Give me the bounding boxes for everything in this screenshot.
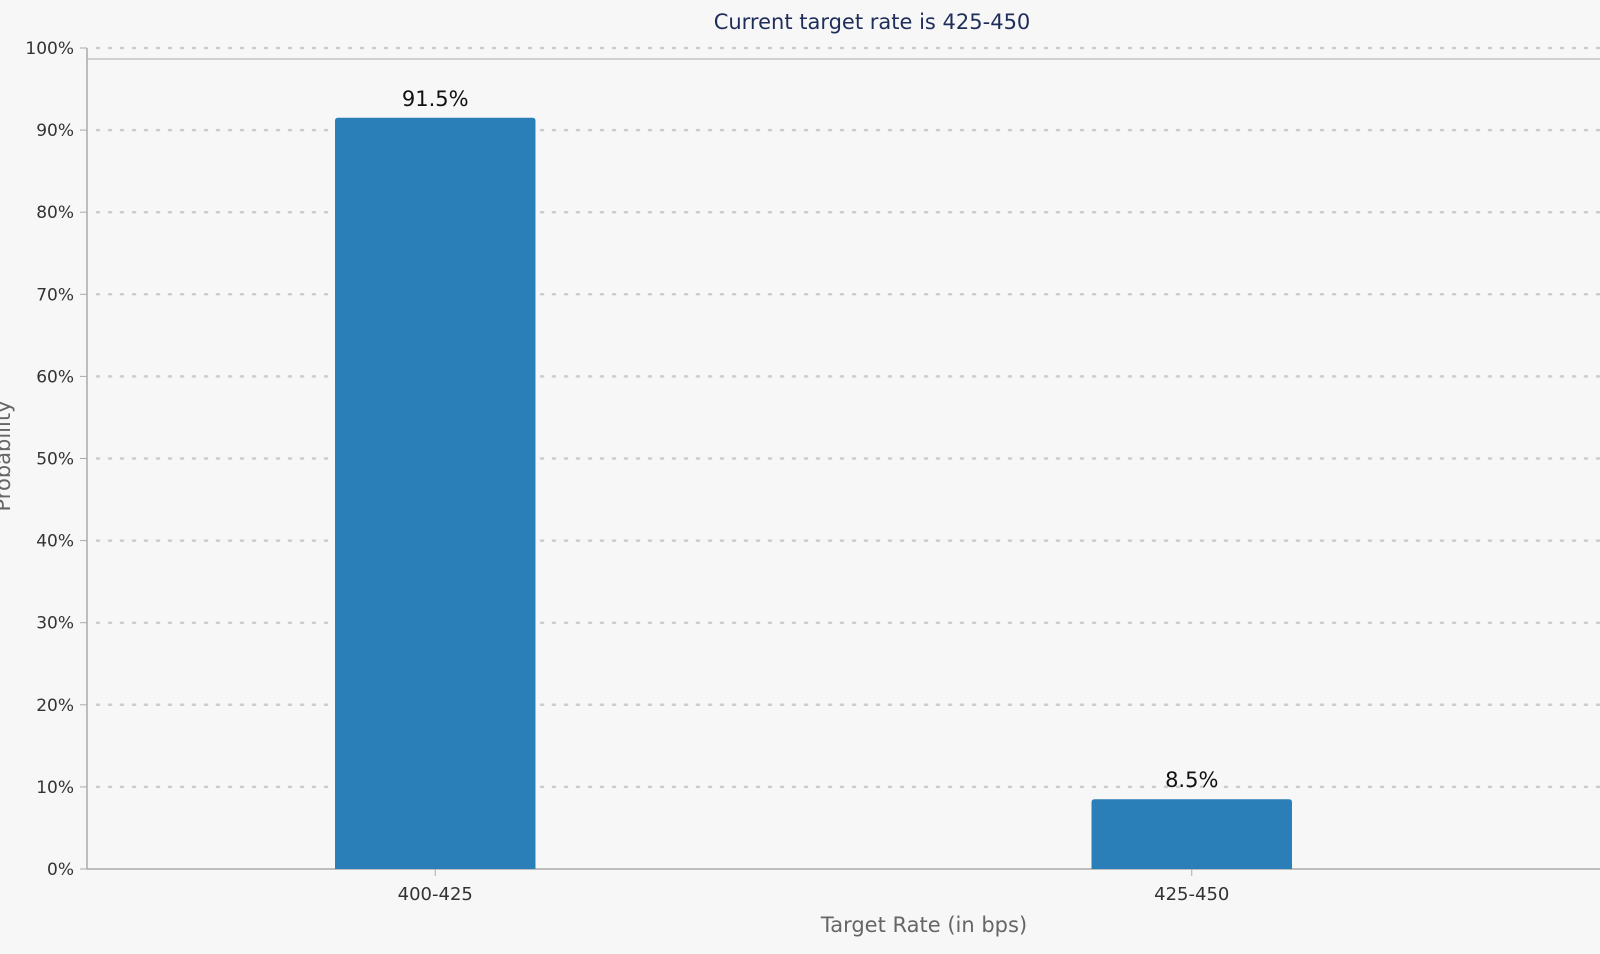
gridlines (95, 46, 1600, 789)
bars (335, 117, 1292, 869)
y-tick-label: 90% (36, 121, 74, 141)
x-tick-label: 425-450 (1154, 884, 1229, 905)
y-tick-label: 40% (36, 532, 74, 552)
y-tick-label: 30% (36, 614, 74, 634)
x-tick-label: 400-425 (398, 884, 473, 905)
y-tick-label: 80% (36, 203, 74, 223)
y-tick-label: 60% (36, 367, 74, 387)
bar-400-425[interactable] (335, 117, 536, 869)
y-tick-label: 50% (36, 450, 74, 470)
data-label: 91.5% (402, 87, 469, 111)
data-label: 8.5% (1165, 768, 1218, 792)
axes (80, 47, 1600, 876)
y-tick-label: 100% (25, 39, 74, 59)
y-tick-label: 70% (36, 285, 74, 305)
x-axis-title: Target Rate (in bps) (820, 913, 1027, 937)
y-tick-label: 20% (36, 696, 74, 716)
y-tick-label: 0% (47, 860, 74, 880)
chart-title: Current target rate is 425-450 (714, 10, 1031, 34)
labels: 0% 10% 20% 30% 40% 50% 60% 70% 80% 90% 100% 91.5% 40… (25, 39, 1229, 905)
y-tick-label: 10% (36, 778, 74, 798)
y-axis-title: Probability (0, 400, 15, 511)
bar-425-450[interactable] (1091, 799, 1292, 869)
